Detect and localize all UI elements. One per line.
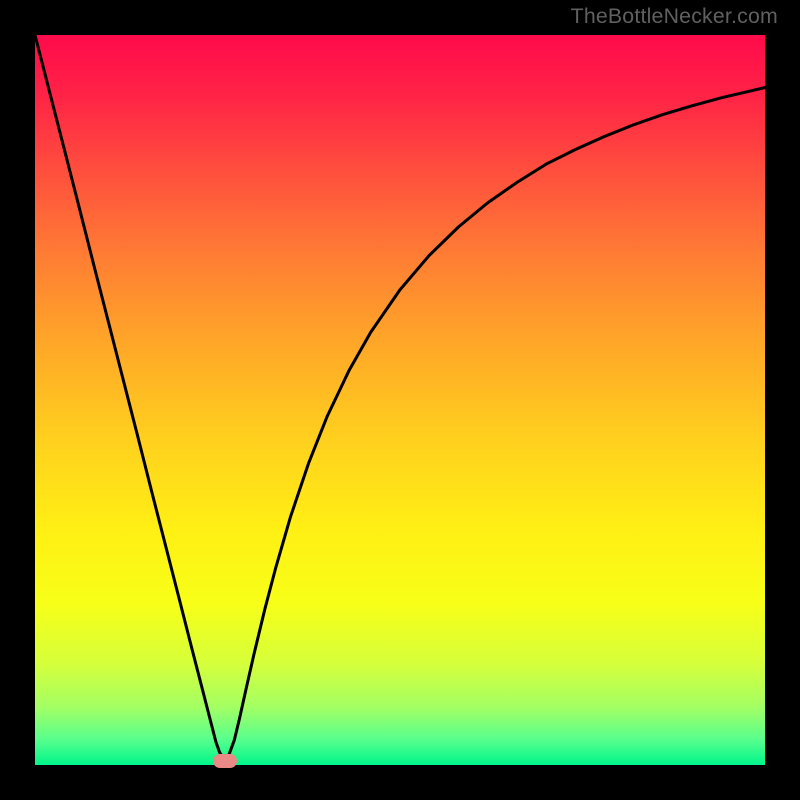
watermark-text: TheBottleNecker.com	[571, 4, 778, 29]
chart-line	[35, 35, 765, 758]
figure-outer: TheBottleNecker.com	[0, 0, 800, 800]
plot-area	[35, 35, 765, 765]
chart-line-layer	[35, 35, 765, 765]
chart-minimum-marker	[213, 754, 237, 768]
